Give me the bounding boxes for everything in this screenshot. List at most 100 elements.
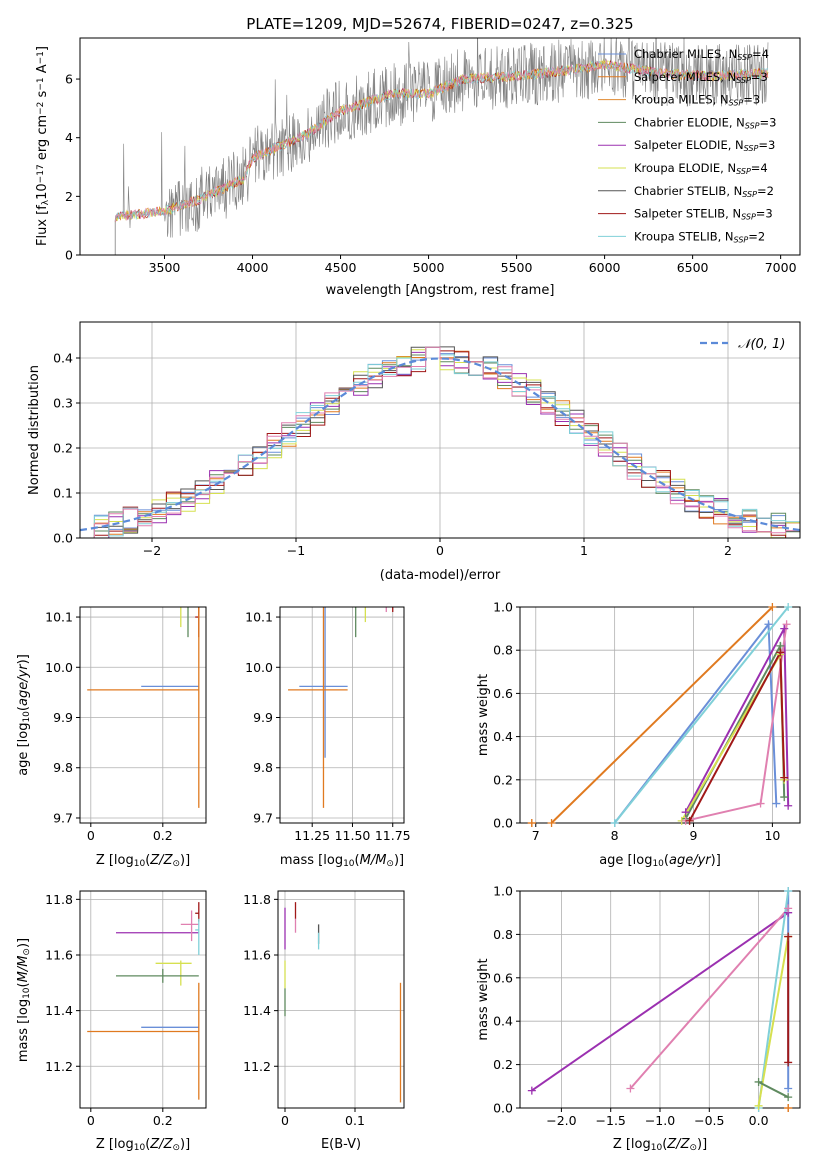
legend-entry: Chabrier MILES, NSSP=4 bbox=[634, 47, 769, 62]
plot-area bbox=[531, 891, 790, 1108]
mass-weight-marker bbox=[784, 887, 793, 895]
y-tick-label: 0.3 bbox=[53, 396, 73, 411]
axes-border bbox=[279, 606, 405, 824]
x-axis-label-part: ( bbox=[145, 1137, 150, 1152]
x-axis-label-part: 10 bbox=[134, 859, 146, 869]
y-axis-label: Flux [fλ10−17 erg cm−2 s−1 A−1] bbox=[35, 46, 51, 246]
legend-entry-base: Kroupa STELIB, N bbox=[634, 229, 734, 243]
legend-entry-val: =2 bbox=[757, 184, 774, 198]
x-axis-label: Z [log10(Z/Z⊙)] bbox=[96, 1137, 190, 1153]
x-tick-label: 3500 bbox=[149, 260, 181, 275]
x-axis-label-part: 10 bbox=[652, 859, 664, 869]
y-axis-label-part: 10 bbox=[22, 987, 32, 999]
axes-frame: 0 0.1 11.2 11.4 11.6 11.8 E(B-V) bbox=[243, 890, 405, 1152]
legend-entry: Kroupa MILES, NSSP=3 bbox=[634, 93, 760, 108]
legend-entry-val: =3 bbox=[751, 70, 768, 84]
axes-frame: −2 −1 0 1 2 0.0 0.1 0.2 0.3 0.4 (data-model)/error… bbox=[27, 321, 801, 583]
x-tick-label: 11.25 bbox=[294, 828, 330, 843]
y-axis-label: mass weight bbox=[476, 958, 491, 1040]
y-tick-label: 1.0 bbox=[493, 600, 513, 615]
mass-weight-marker bbox=[784, 1104, 793, 1112]
y-axis-label-part: age [log bbox=[16, 723, 31, 776]
y-tick-label: 0.0 bbox=[493, 816, 513, 831]
mass-weight-marker bbox=[754, 1101, 763, 1110]
y-axis-label-part: )] bbox=[16, 938, 31, 948]
mass-weight-marker bbox=[784, 801, 793, 810]
legend-entry-val: =4 bbox=[752, 47, 769, 61]
y-tick-label: 0.0 bbox=[53, 531, 73, 546]
plot-area bbox=[550, 607, 790, 823]
axes-frame: 0 0.29.79.89.910.010.1Z [log10(Z/Z⊙)]age … bbox=[16, 606, 207, 869]
y-axis-label-part: −1 bbox=[36, 77, 46, 90]
x-axis-label: wavelength [Angstrom, rest frame] bbox=[326, 283, 555, 298]
x-axis-label: (data-model)/error bbox=[380, 568, 501, 583]
y-tick-label: 0.2 bbox=[493, 1057, 513, 1072]
y-axis-label-part: ( bbox=[16, 982, 31, 987]
x-tick-label: −1.0 bbox=[645, 1113, 675, 1128]
x-tick-label: 0 bbox=[87, 1113, 95, 1128]
legend-entry-sub: SSP bbox=[742, 190, 757, 199]
legend-entry: Chabrier STELIB, NSSP=2 bbox=[634, 184, 774, 199]
x-axis-label-part: )] bbox=[697, 1137, 707, 1152]
y-axis-label-part: −1 bbox=[36, 51, 46, 64]
mass-weight-line-pink bbox=[629, 907, 789, 1090]
legend-entry-val: =2 bbox=[748, 229, 765, 243]
mass-weight-line-salpeter_miles bbox=[550, 607, 774, 823]
mass-weight-marker bbox=[784, 904, 793, 913]
y-axis-label-part: erg cm bbox=[35, 115, 50, 164]
mass-weight-line-chabrier_elodie bbox=[758, 1081, 789, 1099]
legend-entry: Kroupa STELIB, NSSP=2 bbox=[634, 229, 765, 244]
y-axis-label-part: A bbox=[35, 64, 50, 77]
y-axis-label-part: ( bbox=[16, 706, 31, 711]
mass-weight-marker bbox=[756, 799, 765, 808]
mass-weight-vs-metallicity-panel: −2.0 −1.5 −1.0 −0.5 0.0 0.0 0.2 0.4 0.6 0.8 1.0 mas… bbox=[476, 884, 801, 1153]
legend-entry: Chabrier ELODIE, NSSP=3 bbox=[634, 115, 776, 130]
legend-entry-sub: SSP bbox=[736, 167, 751, 176]
mass-weight-marker bbox=[626, 1084, 635, 1093]
plot-area bbox=[87, 902, 200, 1100]
mass-weight-marker bbox=[768, 603, 777, 611]
x-tick-label: 10 bbox=[764, 828, 780, 843]
legend-entry-val: =3 bbox=[760, 115, 777, 129]
mass-weight-marker bbox=[780, 793, 789, 802]
plot-area bbox=[284, 902, 402, 1103]
mass-weight-marker bbox=[547, 819, 556, 827]
mass-weight-line-kroupa_elodie bbox=[757, 936, 790, 1106]
mass-vs-metallicity-panel: 0 0.211.211.411.611.8Z [log10(Z/Z⊙)]mass … bbox=[16, 890, 207, 1153]
x-axis-label-part: )] bbox=[180, 1137, 190, 1152]
y-tick-label: 11.8 bbox=[243, 892, 271, 907]
axes-frame: 11.25 11.50 11.75 9.7 9.8 9.9 10.0 10.1 mass [lo… bbox=[245, 606, 411, 869]
plot-area bbox=[87, 607, 200, 808]
x-axis-label: age [log10(age/yr)] bbox=[599, 853, 721, 869]
legend-entry-sub: SSP bbox=[745, 121, 760, 130]
x-axis-label: E(B-V) bbox=[321, 1137, 361, 1152]
x-tick-label: 0.1 bbox=[345, 1113, 365, 1128]
y-tick-label: 0.8 bbox=[493, 927, 513, 942]
legend-entry: Kroupa ELODIE, NSSP=4 bbox=[634, 161, 768, 176]
legend-entry-val: =3 bbox=[758, 138, 775, 152]
normal-curve bbox=[80, 357, 800, 532]
y-axis-label-part: age/yr bbox=[16, 663, 31, 706]
x-tick-label: 7 bbox=[532, 828, 540, 843]
histogram-pink bbox=[80, 346, 800, 538]
legend-entry: Salpeter MILES, NSSP=3 bbox=[634, 70, 768, 85]
y-tick-label: 10.0 bbox=[45, 660, 73, 675]
x-tick-label: −1.5 bbox=[596, 1113, 626, 1128]
y-tick-label: 11.8 bbox=[45, 892, 73, 907]
legend-entry-sub: SSP bbox=[741, 213, 756, 222]
legend-entry: Salpeter ELODIE, NSSP=3 bbox=[634, 138, 775, 153]
legend-entry-base: Chabrier ELODIE, N bbox=[634, 115, 745, 129]
y-axis-label-part: mass [log bbox=[16, 999, 31, 1062]
legend-entry-base: Salpeter STELIB, N bbox=[634, 207, 741, 221]
x-tick-label: 0 bbox=[281, 1113, 289, 1128]
mass-weight-line-kroupa_stelib bbox=[613, 607, 789, 823]
x-axis-label-part: )] bbox=[394, 853, 404, 868]
x-axis-label-part: 10 bbox=[651, 1143, 663, 1153]
legend-entry-val: =4 bbox=[751, 161, 768, 175]
axes-frame: 3500 4000 4500 5000 5500 6000 6500 7000 0 2 4 6 wave… bbox=[35, 37, 801, 298]
plot-area bbox=[288, 607, 394, 808]
y-tick-label: 0.1 bbox=[53, 486, 73, 501]
x-tick-label: 0 bbox=[87, 828, 95, 843]
y-tick-label: 10.1 bbox=[245, 610, 273, 625]
x-tick-label: −2 bbox=[143, 543, 161, 558]
